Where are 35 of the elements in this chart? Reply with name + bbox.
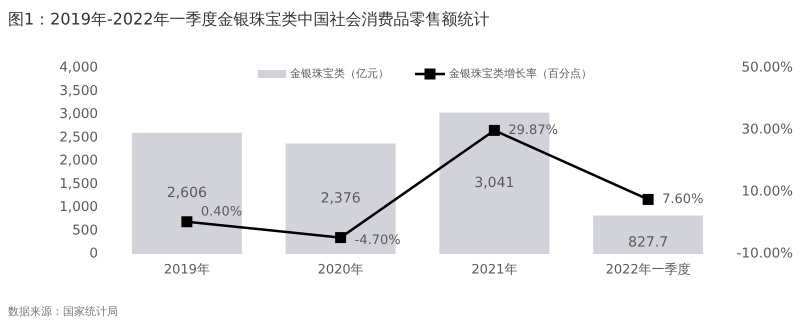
chart-title: 图1：2019年-2022年一季度金银珠宝类中国社会消费品零售额统计 [8, 9, 490, 28]
y-tick-label: 2,000 [59, 152, 98, 169]
y-tick-label: 4,000 [59, 60, 98, 76]
point [642, 194, 654, 205]
y2-tick-label: -10.00% [736, 246, 794, 262]
data-label: 3,041 [474, 175, 514, 192]
data-label: 0.40% [200, 204, 242, 220]
bar [132, 132, 242, 254]
bar [593, 216, 704, 254]
y-tick-label: 1,000 [59, 199, 98, 216]
x-tick-label: 2021年 [471, 262, 518, 278]
y2-tick-label: 30.00% [742, 122, 794, 138]
point [181, 216, 192, 228]
x-tick-label: 2022年一季度 [606, 262, 691, 278]
data-label: -4.70% [354, 233, 401, 248]
data-label: 7.60% [662, 192, 704, 208]
y-tick-label: 2,500 [59, 129, 98, 146]
y2-tick-label: 50.00% [742, 60, 794, 76]
data-label: 2,376 [320, 190, 361, 207]
data-label: 29.87% [508, 122, 558, 138]
data-label: 2,606 [166, 185, 207, 202]
y-tick-label: 500 [72, 222, 98, 238]
x-tick-label: 2019年 [164, 262, 210, 278]
legend-label: 金银珠宝类（亿元） [290, 67, 389, 80]
y2-tick-label: 10.00% [742, 184, 794, 200]
data-label: 827.7 [628, 234, 668, 251]
source-note: 数据来源：国家统计局 [8, 305, 118, 318]
y-tick-label: 1,500 [59, 176, 98, 192]
point [335, 232, 346, 244]
point [488, 124, 500, 136]
y-tick-label: 3,000 [59, 106, 98, 122]
y-tick-label: 3,500 [59, 82, 98, 99]
y-tick-label: 0 [89, 246, 98, 262]
legend-label: 金银珠宝类增长率（百分点） [449, 67, 592, 80]
x-tick-label: 2020年 [318, 262, 364, 278]
